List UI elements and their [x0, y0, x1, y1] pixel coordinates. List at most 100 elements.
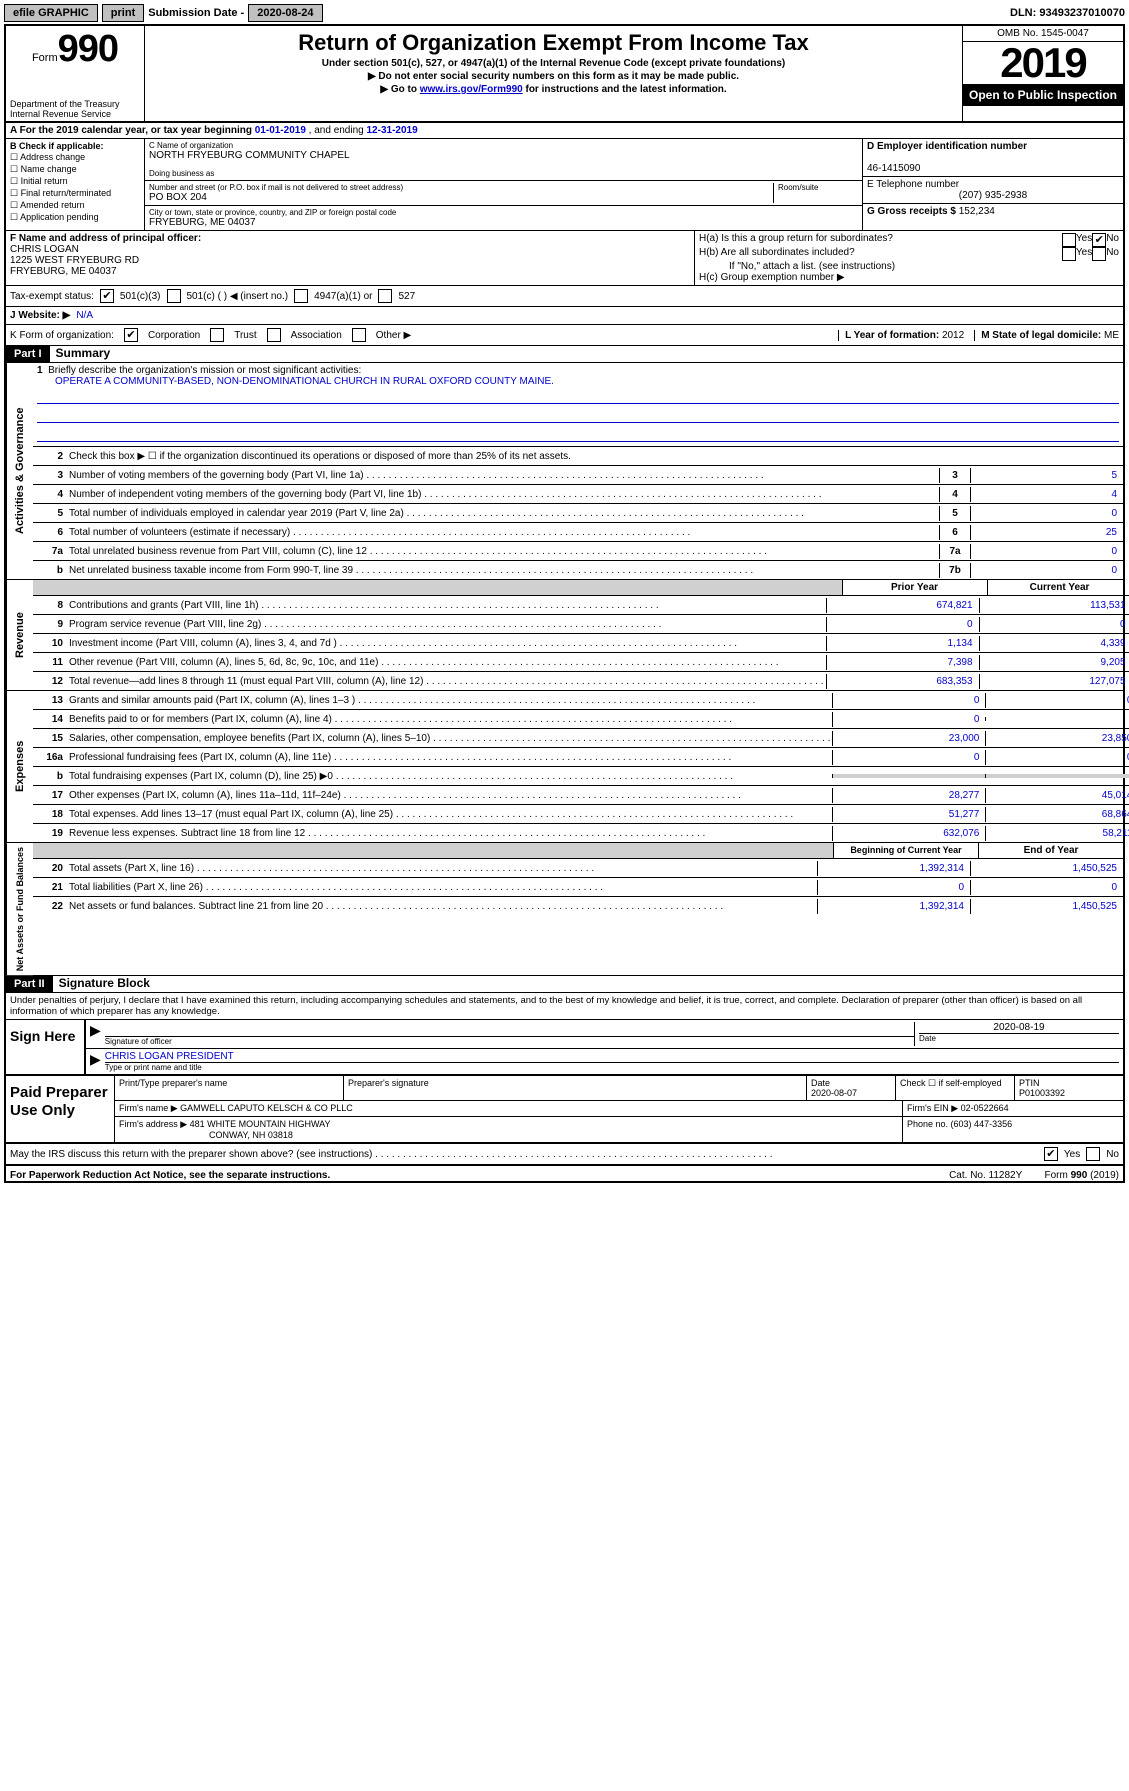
chk-final-return[interactable]: ☐ Final return/terminated — [10, 188, 140, 199]
section-b: B Check if applicable: ☐ Address change … — [6, 139, 145, 230]
ha-yes[interactable] — [1062, 233, 1076, 247]
chk-other[interactable] — [352, 328, 366, 342]
vert-exp: Expenses — [6, 691, 33, 842]
part2-badge: Part II — [6, 976, 53, 992]
irs-link[interactable]: www.irs.gov/Form990 — [420, 84, 523, 95]
section-c: C Name of organization NORTH FRYEBURG CO… — [145, 139, 863, 230]
chk-501c[interactable] — [167, 289, 181, 303]
chk-name-change[interactable]: ☐ Name change — [10, 164, 140, 175]
summary-line: 5Total number of individuals employed in… — [33, 504, 1123, 523]
summary-line: 12Total revenue—add lines 8 through 11 (… — [33, 672, 1129, 690]
website-value: N/A — [76, 310, 93, 321]
summary-line: 20Total assets (Part X, line 16)1,392,31… — [33, 859, 1123, 878]
section-expenses: Expenses 13Grants and similar amounts pa… — [6, 691, 1123, 843]
section-activities-governance: Activities & Governance 1 Briefly descri… — [6, 363, 1123, 580]
state-domicile: ME — [1104, 330, 1119, 341]
summary-line: 4Number of independent voting members of… — [33, 485, 1123, 504]
part1-title: Summary — [50, 346, 111, 362]
summary-line: 16aProfessional fundraising fees (Part I… — [33, 748, 1129, 767]
summary-line: 10Investment income (Part VIII, column (… — [33, 634, 1129, 653]
submission-label: Submission Date - — [148, 7, 244, 19]
summary-line: 14Benefits paid to or for members (Part … — [33, 710, 1129, 729]
chk-4947[interactable] — [294, 289, 308, 303]
open-public-badge: Open to Public Inspection — [963, 84, 1123, 106]
officer-name-title: CHRIS LOGAN PRESIDENT — [105, 1051, 1119, 1063]
firm-name: GAMWELL CAPUTO KELSCH & CO PLLC — [180, 1103, 353, 1113]
section-h: H(a) Is this a group return for subordin… — [695, 231, 1123, 285]
firm-ein: 02-0522664 — [961, 1103, 1009, 1113]
discuss-no[interactable] — [1086, 1147, 1100, 1161]
org-address: PO BOX 204 — [149, 192, 773, 203]
summary-line: 8Contributions and grants (Part VIII, li… — [33, 596, 1129, 615]
row-a-tax-year: A For the 2019 calendar year, or tax yea… — [6, 123, 1123, 139]
paid-preparer-section: Paid Preparer Use Only Print/Type prepar… — [6, 1076, 1123, 1144]
ptin: P01003392 — [1019, 1088, 1065, 1098]
summary-line: bNet unrelated business taxable income f… — [33, 561, 1123, 579]
dln: DLN: 93493237010070 — [1010, 7, 1125, 19]
section-revenue: Revenue Prior YearCurrent Year 8Contribu… — [6, 580, 1123, 691]
chk-address-change[interactable]: ☐ Address change — [10, 152, 140, 163]
section-bcde: B Check if applicable: ☐ Address change … — [6, 139, 1123, 231]
part2-header-row: Part II Signature Block — [6, 976, 1123, 993]
vert-rev: Revenue — [6, 580, 33, 690]
form-number-cell: Form990 Department of the Treasury Inter… — [6, 26, 145, 121]
chk-corp[interactable] — [124, 328, 138, 342]
summary-line: 11Other revenue (Part VIII, column (A), … — [33, 653, 1129, 672]
officer-addr2: FRYEBURG, ME 04037 — [10, 266, 117, 277]
summary-line: 6Total number of volunteers (estimate if… — [33, 523, 1123, 542]
hb-no[interactable] — [1092, 247, 1106, 261]
firm-addr1: 481 WHITE MOUNTAIN HIGHWAY — [190, 1119, 331, 1129]
tax-year: 2019 — [963, 42, 1123, 84]
website-row: J Website: ▶ N/A — [6, 307, 1123, 325]
gross-receipts: 152,234 — [959, 206, 995, 217]
chk-501c3[interactable] — [100, 289, 114, 303]
ein: 46-1415090 — [867, 163, 920, 174]
chk-assoc[interactable] — [267, 328, 281, 342]
chk-amended-return[interactable]: ☐ Amended return — [10, 200, 140, 211]
mission-text: OPERATE A COMMUNITY-BASED, NON-DENOMINAT… — [37, 376, 1119, 387]
year-formation: 2012 — [942, 330, 964, 341]
prep-date: 2020-08-07 — [811, 1088, 857, 1098]
chk-trust[interactable] — [210, 328, 224, 342]
chk-initial-return[interactable]: ☐ Initial return — [10, 176, 140, 187]
summary-line: 19Revenue less expenses. Subtract line 1… — [33, 824, 1129, 842]
form-title-cell: Return of Organization Exempt From Incom… — [145, 26, 963, 121]
chk-527[interactable] — [378, 289, 392, 303]
ha-no[interactable] — [1092, 233, 1106, 247]
summary-line: 22Net assets or fund balances. Subtract … — [33, 897, 1123, 915]
org-city: FRYEBURG, ME 04037 — [149, 217, 858, 228]
tax-exempt-status-row: Tax-exempt status: 501(c)(3) 501(c) ( ) … — [6, 286, 1123, 307]
part2-title: Signature Block — [53, 976, 150, 992]
hb-yes[interactable] — [1062, 247, 1076, 261]
form-title: Return of Organization Exempt From Incom… — [149, 30, 958, 56]
part1-badge: Part I — [6, 346, 50, 362]
print-button[interactable]: print — [102, 4, 144, 22]
summary-line: 17Other expenses (Part IX, column (A), l… — [33, 786, 1129, 805]
part1-header-row: Part I Summary — [6, 346, 1123, 363]
top-toolbar: efile GRAPHIC print Submission Date - 20… — [4, 4, 1125, 22]
section-f: F Name and address of principal officer:… — [6, 231, 695, 285]
subtitle-3: ▶ Go to www.irs.gov/Form990 for instruct… — [149, 84, 958, 95]
summary-line: 15Salaries, other compensation, employee… — [33, 729, 1129, 748]
vert-ag: Activities & Governance — [6, 363, 33, 579]
summary-line: 21Total liabilities (Part X, line 26)00 — [33, 878, 1123, 897]
year-cell: OMB No. 1545-0047 2019 Open to Public In… — [963, 26, 1123, 121]
efile-button[interactable]: efile GRAPHIC — [4, 4, 98, 22]
chk-application-pending[interactable]: ☐ Application pending — [10, 212, 140, 223]
sig-date: 2020-08-19 — [919, 1022, 1119, 1034]
org-name: NORTH FRYEBURG COMMUNITY CHAPEL — [149, 150, 858, 161]
summary-line: 18Total expenses. Add lines 13–17 (must … — [33, 805, 1129, 824]
dept-treasury: Department of the Treasury Internal Reve… — [10, 99, 140, 119]
officer-name: CHRIS LOGAN — [10, 244, 79, 255]
sign-here-section: Sign Here ▶ Signature of officer 2020-08… — [6, 1020, 1123, 1076]
discuss-yes[interactable] — [1044, 1147, 1058, 1161]
row-k: K Form of organization: Corporation Trus… — [6, 325, 1123, 346]
summary-line: 9Program service revenue (Part VIII, lin… — [33, 615, 1129, 634]
footer: For Paperwork Reduction Act Notice, see … — [6, 1166, 1123, 1181]
firm-phone: (603) 447-3356 — [951, 1119, 1013, 1129]
perjury-statement: Under penalties of perjury, I declare th… — [6, 993, 1123, 1020]
vert-net: Net Assets or Fund Balances — [6, 843, 33, 975]
section-de: D Employer identification number 46-1415… — [863, 139, 1123, 230]
section-net-assets: Net Assets or Fund Balances Beginning of… — [6, 843, 1123, 976]
form-container: Form990 Department of the Treasury Inter… — [4, 24, 1125, 1183]
